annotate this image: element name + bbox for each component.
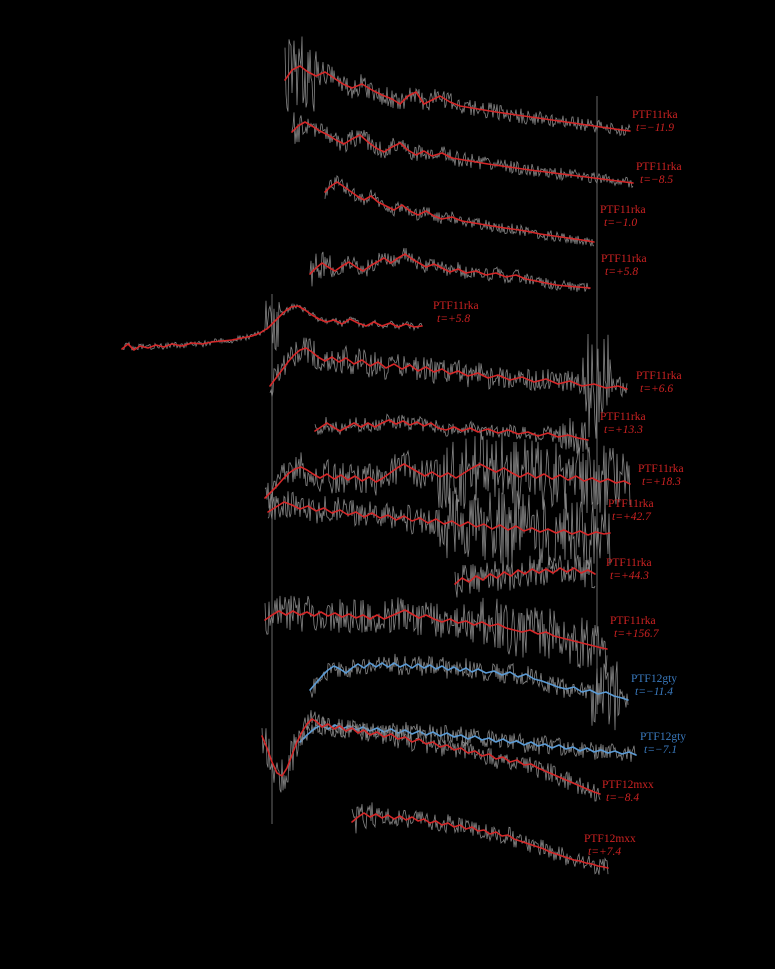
spectrum-noise-trace xyxy=(269,333,628,439)
spectrum-label-epoch: t=+13.3 xyxy=(604,424,643,436)
spectrum-label-epoch: t=−8.4 xyxy=(606,792,639,804)
spectrum-label-epoch: t=−8.5 xyxy=(640,174,673,186)
spectrum-noise-trace xyxy=(314,413,589,456)
spectrum-label: PTF12gty t=−7.1 xyxy=(640,731,686,756)
spectrum-smooth-line xyxy=(261,718,601,795)
spectrum-label-object: PTF11rka xyxy=(638,463,684,475)
spectrum-smooth-line xyxy=(264,609,608,650)
spectrum-noise-trace xyxy=(351,802,609,875)
spectrum-label: PTF11rka t=−1.0 xyxy=(600,204,646,229)
spectrum-noise-trace xyxy=(454,554,596,598)
spectrum-noise-trace xyxy=(264,428,631,516)
spectrum-smooth-line xyxy=(324,181,595,243)
spectrum-label-epoch: t=+5.8 xyxy=(437,313,470,325)
spectrum-label-epoch: t=−1.0 xyxy=(604,217,637,229)
spectrum-label: PTF12mxx t=+7.4 xyxy=(584,833,636,858)
spectrum-label-object: PTF11rka xyxy=(636,161,682,173)
spectrum-label-object: PTF12gty xyxy=(640,731,686,743)
spectrum-smooth-line xyxy=(309,253,591,289)
spectrum-label-epoch: t=+156.7 xyxy=(614,628,660,640)
spectrum-label-object: PTF11rka xyxy=(610,615,656,627)
spectrum-label-epoch: t=−11.4 xyxy=(635,686,673,698)
spectrum-smooth-line xyxy=(284,65,631,132)
spectrum-label: PTF11rka t=+18.3 xyxy=(638,463,684,488)
spectrum-label: PTF11rka t=+5.8 xyxy=(601,253,647,278)
spectrum-label-object: PTF12gty xyxy=(631,673,677,685)
spectrum-label-object: PTF11rka xyxy=(433,300,479,312)
spectrum-label: PTF11rka t=+44.3 xyxy=(606,557,652,582)
spectrum-label-epoch: t=+44.3 xyxy=(610,570,649,582)
spectrum-label-object: PTF12mxx xyxy=(584,833,636,845)
spectrum-smooth-line xyxy=(314,419,589,441)
spectrum-label-epoch: t=−7.1 xyxy=(644,744,677,756)
spectrum-smooth-line xyxy=(291,121,634,184)
spectrum-label: PTF11rka t=+5.8 xyxy=(433,300,479,325)
spectrum-label-epoch: t=+6.6 xyxy=(640,383,673,395)
spectrum-label: PTF11rka t=+13.3 xyxy=(600,411,646,436)
spectrum-label-epoch: t=+5.8 xyxy=(605,266,638,278)
spectrum-label-epoch: t=+42.7 xyxy=(612,511,652,523)
spectrum-smooth-line xyxy=(309,662,629,701)
spectrum-label-epoch: t=+7.4 xyxy=(588,846,621,858)
spectrum-label: PTF11rka t=+6.6 xyxy=(636,370,682,395)
spectrum-smooth-line xyxy=(299,724,637,756)
spectrum-label-object: PTF11rka xyxy=(632,109,678,121)
spectrum-noise-trace xyxy=(121,300,423,352)
spectrum-smooth-line xyxy=(267,501,611,536)
spectrum-smooth-line xyxy=(121,305,423,351)
spectrum-label-object: PTF11rka xyxy=(601,253,647,265)
spectrum-smooth-line xyxy=(454,567,596,585)
spectrum-smooth-line xyxy=(351,812,609,869)
spectrum-label-epoch: t=+18.3 xyxy=(642,476,681,488)
spectrum-label-object: PTF11rka xyxy=(600,411,646,423)
spectrum-label-object: PTF11rka xyxy=(606,557,652,569)
spectrum-smooth-line xyxy=(264,463,631,499)
spectrum-noise-trace xyxy=(309,653,629,731)
spectrum-label-epoch: t=−11.9 xyxy=(636,122,674,134)
spectrum-label: PTF11rka t=+42.7 xyxy=(608,498,654,523)
spectrum-label-object: PTF11rka xyxy=(636,370,682,382)
spectrum-label: PTF11rka t=+156.7 xyxy=(610,615,660,640)
spectrum-noise-trace xyxy=(291,112,634,189)
spectrum-label: PTF12gty t=−11.4 xyxy=(631,673,677,698)
spectrum-label-object: PTF11rka xyxy=(608,498,654,510)
spectrum-label: PTF11rka t=−8.5 xyxy=(636,161,682,186)
spectrum-smooth-line xyxy=(269,347,628,390)
spectrum-label: PTF11rka t=−11.9 xyxy=(632,109,678,134)
spectrum-label-object: PTF11rka xyxy=(600,204,646,216)
spectrum-noise-trace xyxy=(267,488,611,570)
spectrum-noise-trace xyxy=(264,595,608,675)
spectrum-label-object: PTF12mxx xyxy=(602,779,654,791)
spectrum-label: PTF12mxx t=−8.4 xyxy=(602,779,654,804)
